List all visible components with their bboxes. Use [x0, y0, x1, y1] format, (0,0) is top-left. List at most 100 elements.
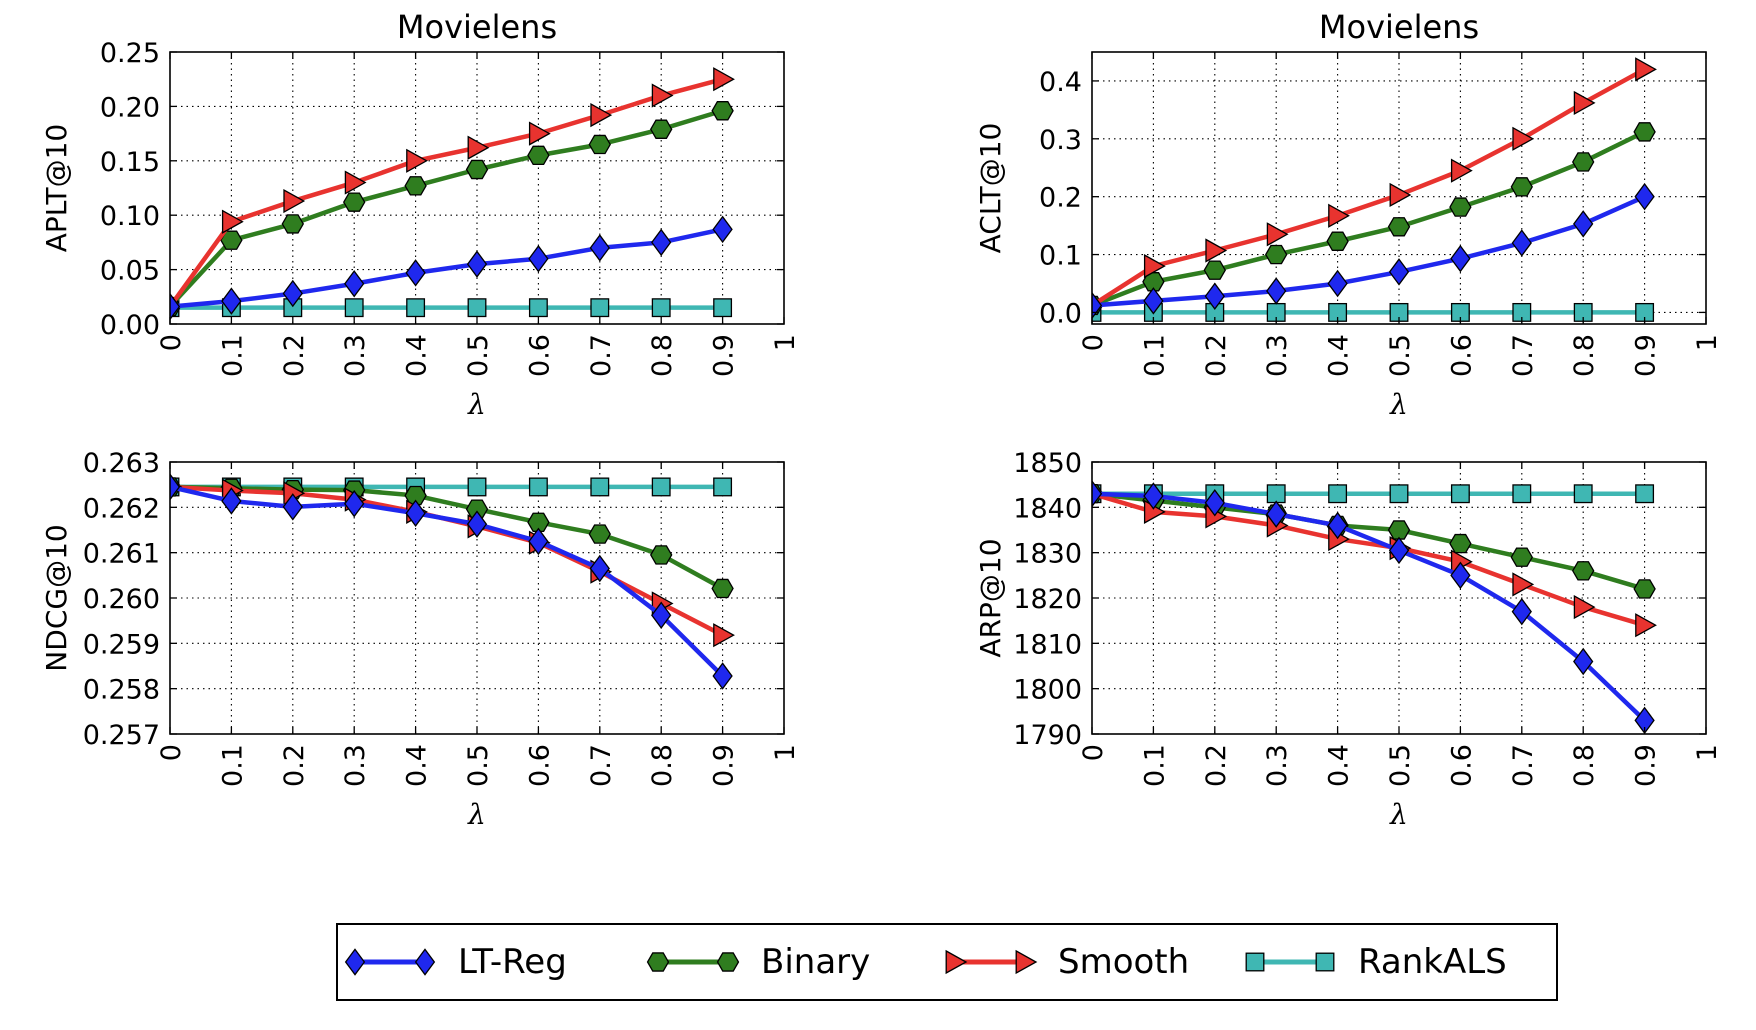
- x-tick-label: 0.1: [1139, 334, 1170, 377]
- data-point-binary: [1264, 244, 1288, 265]
- data-point-smooth: [1143, 254, 1166, 279]
- x-tick-label: 0.9: [709, 744, 740, 787]
- x-tick-label: 0.6: [524, 744, 555, 787]
- data-point-lt-reg: [405, 259, 426, 287]
- x-tick-label: 0.3: [1262, 334, 1293, 377]
- x-tick-label: 0.2: [279, 744, 310, 787]
- data-point-lt-reg: [528, 244, 549, 273]
- x-tick-label: 0.4: [402, 334, 433, 377]
- y-tick-label: 0.261: [83, 539, 160, 570]
- x-tick-label: 1: [770, 334, 801, 351]
- y-tick-label: 1790: [1013, 720, 1082, 751]
- data-point-binary: [1326, 231, 1349, 251]
- x-axis-label: λ: [1389, 798, 1408, 831]
- data-point-smooth: [1635, 613, 1657, 638]
- data-point-lt-reg: [1143, 482, 1164, 510]
- y-tick-label: 0.10: [100, 201, 160, 232]
- x-tick-label: 1: [1692, 744, 1723, 761]
- series-group: [1092, 57, 1657, 322]
- data-point-smooth: [590, 102, 613, 128]
- data-point-lt-reg: [1092, 479, 1103, 508]
- data-point-lt-reg: [712, 215, 733, 244]
- data-point-rankals: [713, 477, 733, 497]
- x-tick-label: 0.5: [463, 744, 494, 787]
- x-tick-label: 0.2: [1201, 334, 1232, 377]
- data-point-rankals: [1328, 484, 1348, 504]
- series-line-binary: [1092, 129, 1646, 308]
- legend-marker: [945, 949, 968, 975]
- legend-item-lt-reg: LT-Reg: [344, 942, 567, 982]
- data-point-smooth: [1266, 222, 1289, 247]
- x-tick-label: 0.7: [1508, 334, 1539, 377]
- ticks: [169, 51, 785, 325]
- x-tick-label: 0.3: [340, 334, 371, 377]
- y-tick-label: 0.25: [100, 38, 160, 69]
- data-point-lt-reg: [1327, 269, 1348, 298]
- data-point-smooth: [651, 83, 674, 108]
- legend-marker: [1245, 952, 1265, 972]
- data-point-binary: [527, 145, 550, 166]
- x-axis-label: λ: [1389, 388, 1408, 421]
- legend-label: LT-Reg: [458, 942, 567, 982]
- data-point-binary: [1203, 260, 1227, 280]
- x-tick-label: 0: [1078, 334, 1109, 351]
- chart-title: Movielens: [1319, 8, 1479, 46]
- x-tick-label: 0.1: [217, 744, 248, 787]
- data-point-rankals: [713, 298, 733, 318]
- y-tick-label: 1810: [1013, 629, 1082, 660]
- y-tick-label: 0.00: [100, 310, 160, 341]
- series-group: [1092, 479, 1657, 734]
- data-point-rankals: [406, 298, 426, 318]
- legend-label: RankALS: [1358, 942, 1507, 982]
- y-tick-label: 0.15: [100, 147, 160, 178]
- series-line-binary: [170, 108, 724, 309]
- data-point-lt-reg: [1327, 511, 1348, 540]
- x-tick-label: 0.9: [1631, 744, 1662, 787]
- data-point-binary: [1387, 520, 1411, 540]
- data-point-smooth: [1573, 90, 1596, 116]
- x-tick-label: 0.7: [1508, 744, 1539, 787]
- data-point-binary: [1510, 177, 1534, 197]
- data-point-lt-reg: [651, 228, 672, 257]
- data-point-smooth: [1328, 203, 1350, 228]
- data-point-lt-reg: [1388, 258, 1410, 286]
- series-line-binary: [170, 484, 724, 591]
- x-tick-label: 0.2: [279, 334, 310, 377]
- data-point-rankals: [528, 298, 548, 318]
- y-tick-label: 0.3: [1039, 125, 1082, 156]
- data-point-smooth: [713, 67, 735, 92]
- data-point-rankals: [1450, 484, 1470, 504]
- series-line-lt-reg: [170, 227, 724, 309]
- legend-item-binary: Binary: [646, 942, 870, 982]
- y-axis-label: APLT@10: [40, 124, 73, 253]
- data-point-lt-reg: [712, 662, 733, 690]
- data-point-lt-reg: [344, 489, 365, 518]
- data-point-binary: [711, 101, 734, 121]
- y-axis-label: NDCG@10: [40, 524, 73, 671]
- data-point-lt-reg: [221, 287, 242, 315]
- data-point-smooth: [1512, 572, 1535, 597]
- data-point-smooth: [1573, 594, 1596, 620]
- x-tick-label: 0.7: [586, 744, 617, 787]
- data-point-lt-reg: [1634, 182, 1655, 211]
- data-point-lt-reg: [528, 527, 549, 556]
- x-tick-label: 0.9: [709, 334, 740, 377]
- data-point-lt-reg: [1511, 229, 1532, 257]
- data-point-binary: [404, 485, 427, 506]
- y-tick-label: 0.260: [83, 584, 160, 615]
- data-point-lt-reg: [405, 499, 426, 527]
- legend: LT-Reg Binary Smooth RankALS: [336, 923, 1558, 1001]
- data-point-lt-reg: [344, 270, 365, 298]
- x-tick-label: 0.1: [1139, 744, 1170, 787]
- y-tick-label: 0.20: [100, 92, 160, 123]
- series-group: [170, 473, 735, 690]
- y-tick-label: 0.263: [83, 448, 160, 479]
- data-point-rankals: [590, 477, 610, 497]
- data-point-lt-reg: [1450, 244, 1471, 273]
- data-point-binary: [1142, 272, 1165, 292]
- data-point-lt-reg: [1143, 287, 1164, 315]
- series-line-smooth: [170, 77, 724, 308]
- data-point-binary: [1633, 579, 1656, 599]
- x-tick-label: 0.8: [1569, 334, 1600, 377]
